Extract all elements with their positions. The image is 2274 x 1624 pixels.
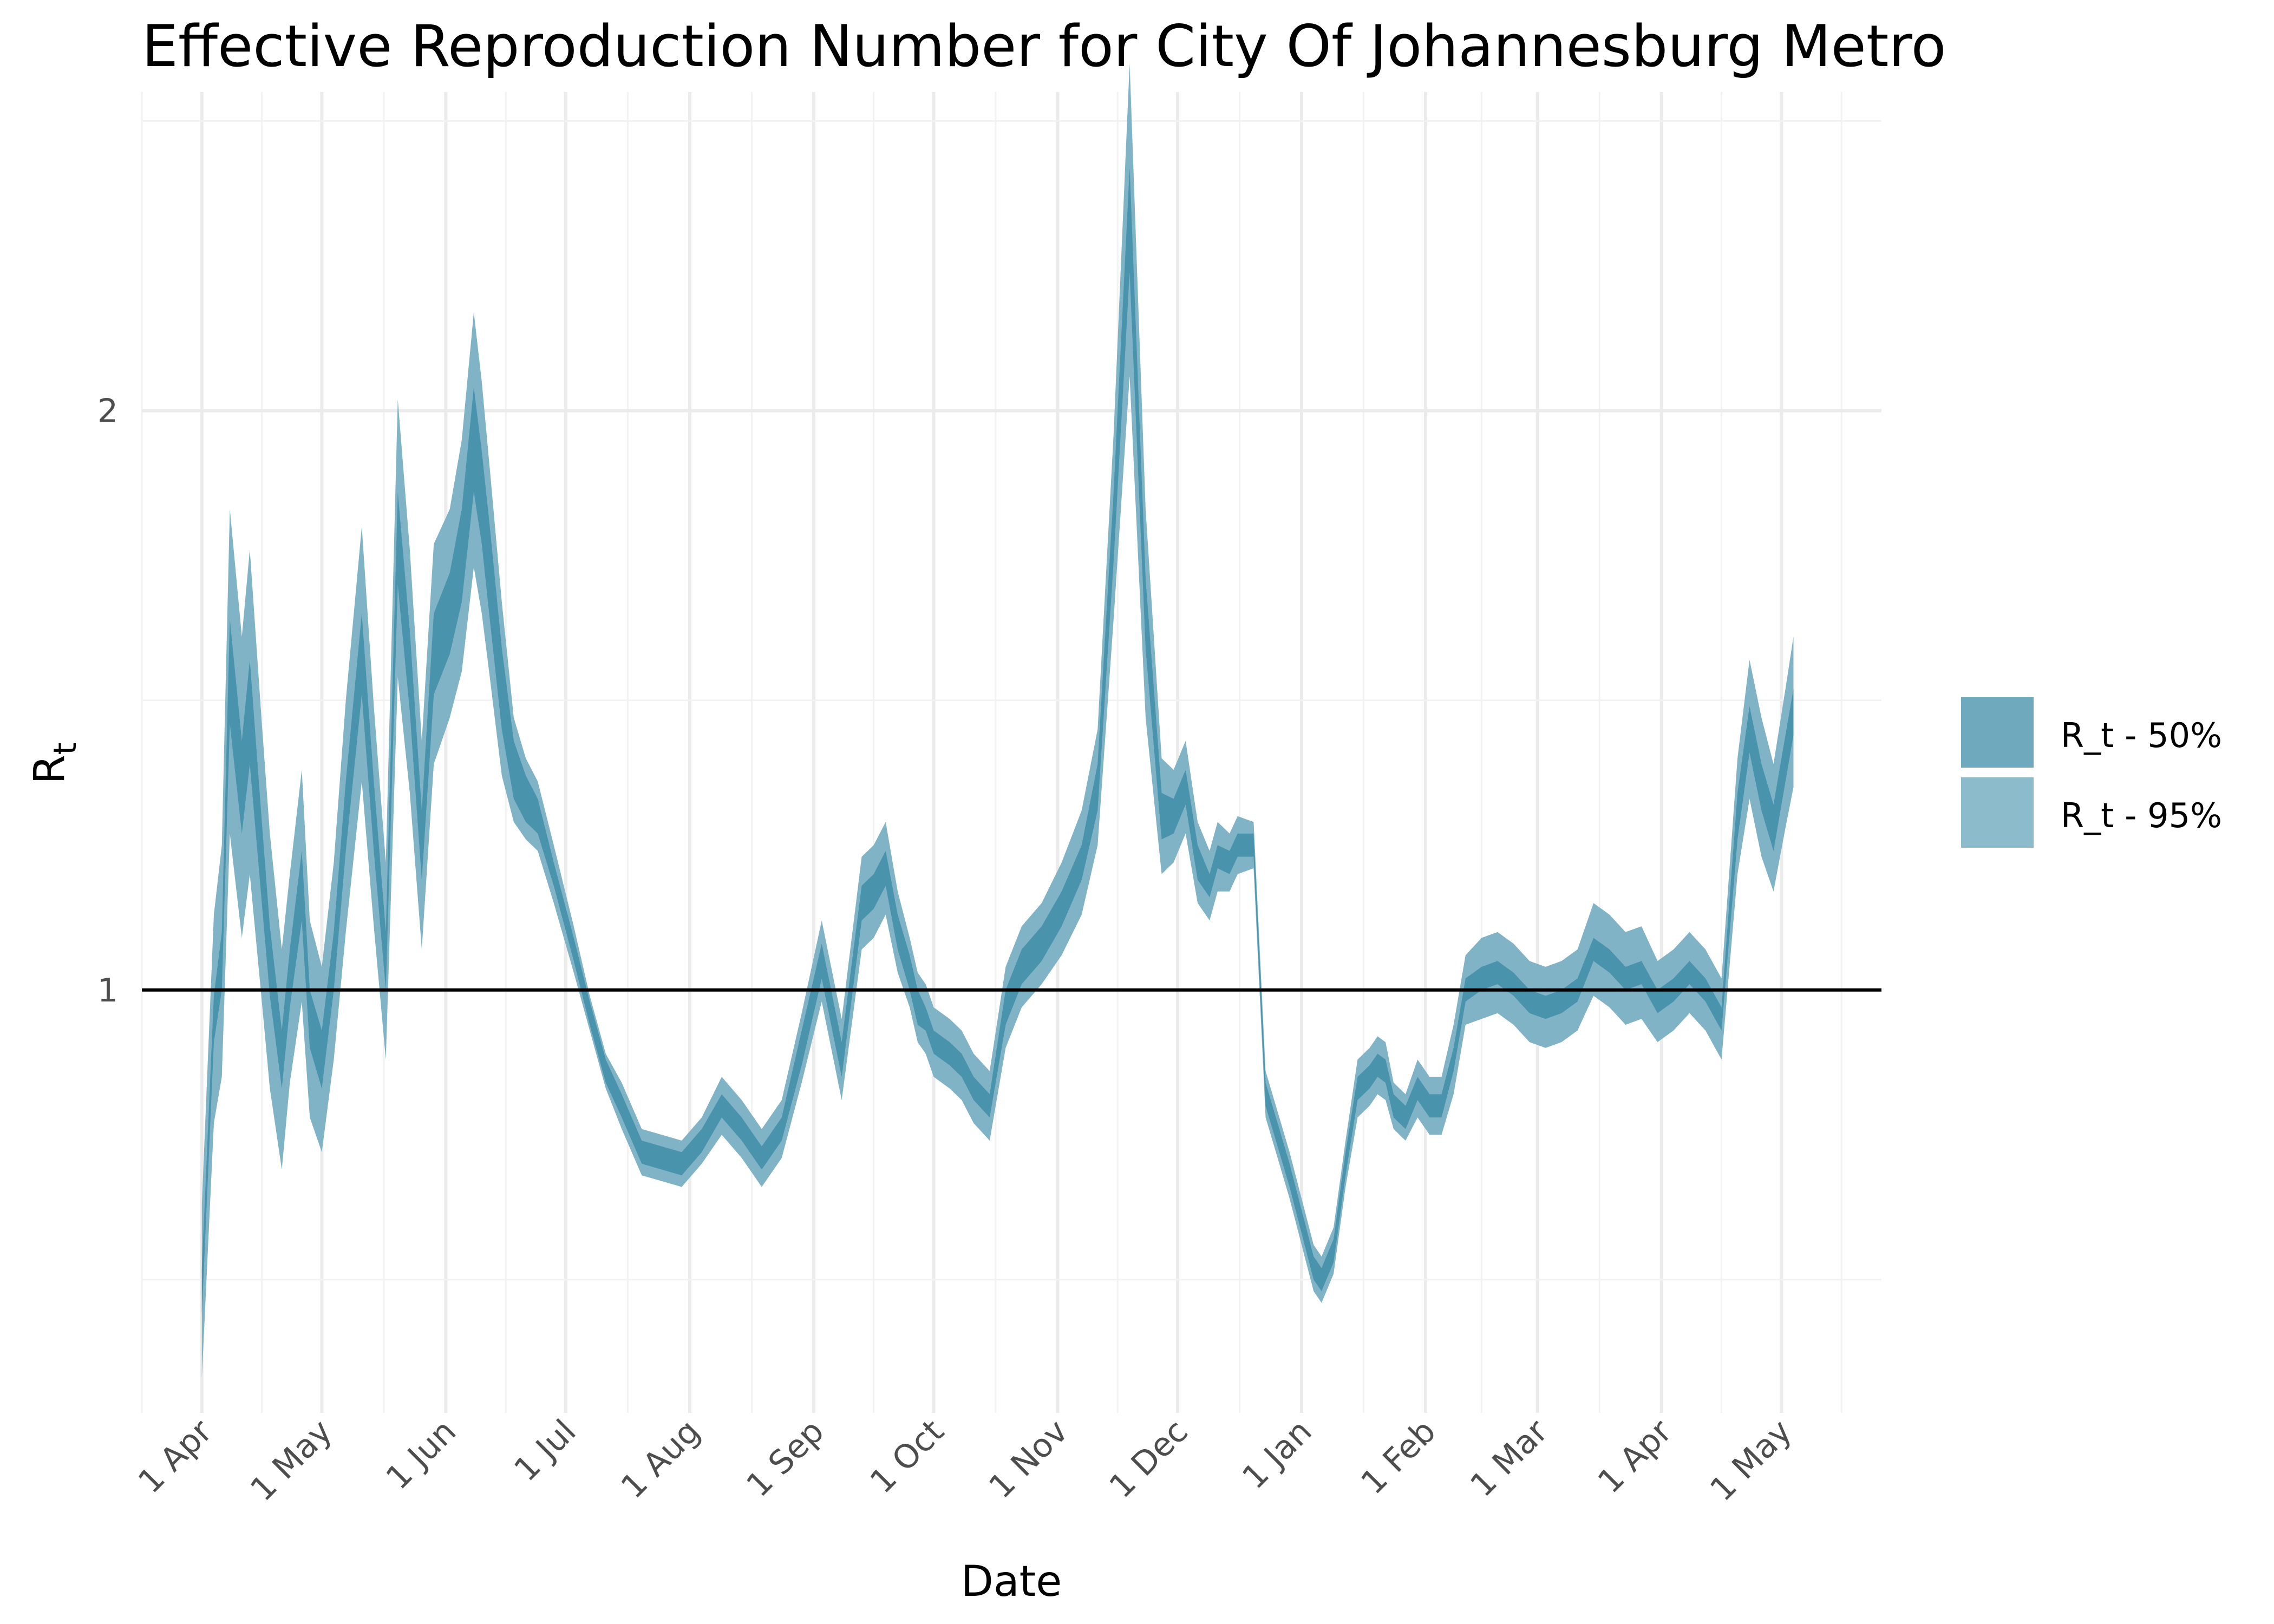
- y-axis-title-main: R: [25, 755, 74, 784]
- legend-key-50: [1961, 697, 2034, 768]
- x-tick-label: 1 Jun: [379, 1412, 463, 1497]
- legend-key-95: [1961, 777, 2034, 848]
- legend-label-95: R_t - 95%: [2061, 796, 2222, 835]
- y-tick-label: 2: [97, 392, 118, 430]
- x-tick-label: 1 Oct: [863, 1412, 951, 1501]
- x-axis-ticks: 1 Apr 1 May 1 Jun 1 Jul 1 Aug 1 Sep 1 Oct 1 Nov…: [131, 1412, 1799, 1509]
- legend: R_t - 50% R_t - 95%: [1961, 697, 2222, 848]
- x-tick-label: 1 Dec: [1102, 1412, 1195, 1505]
- x-tick-label: 1 Feb: [1354, 1412, 1443, 1502]
- y-tick-label: 1: [97, 972, 118, 1010]
- y-axis-ticks: 12: [97, 392, 118, 1010]
- x-tick-label: 1 Apr: [131, 1412, 220, 1501]
- x-axis-title: Date: [961, 1557, 1062, 1606]
- x-tick-label: 1 Jan: [1235, 1412, 1319, 1496]
- x-tick-label: 1 May: [243, 1412, 339, 1509]
- x-tick-label: 1 Sep: [740, 1412, 832, 1504]
- y-axis-title: Rt: [25, 743, 83, 784]
- x-tick-label: 1 May: [1703, 1412, 1799, 1509]
- band-95: [201, 63, 1794, 1378]
- legend-label-50: R_t - 50%: [2061, 716, 2222, 755]
- y-axis-title-sub: t: [47, 743, 83, 755]
- x-tick-label: 1 Mar: [1463, 1412, 1555, 1504]
- x-tick-label: 1 Nov: [982, 1412, 1075, 1506]
- chart-title: Effective Reproduction Number for City O…: [142, 13, 1946, 80]
- x-tick-label: 1 Jul: [507, 1412, 583, 1489]
- bands: [201, 63, 1794, 1378]
- x-tick-label: 1 Aug: [614, 1412, 708, 1506]
- x-tick-label: 1 Apr: [1591, 1412, 1680, 1501]
- grid: [141, 92, 1881, 1413]
